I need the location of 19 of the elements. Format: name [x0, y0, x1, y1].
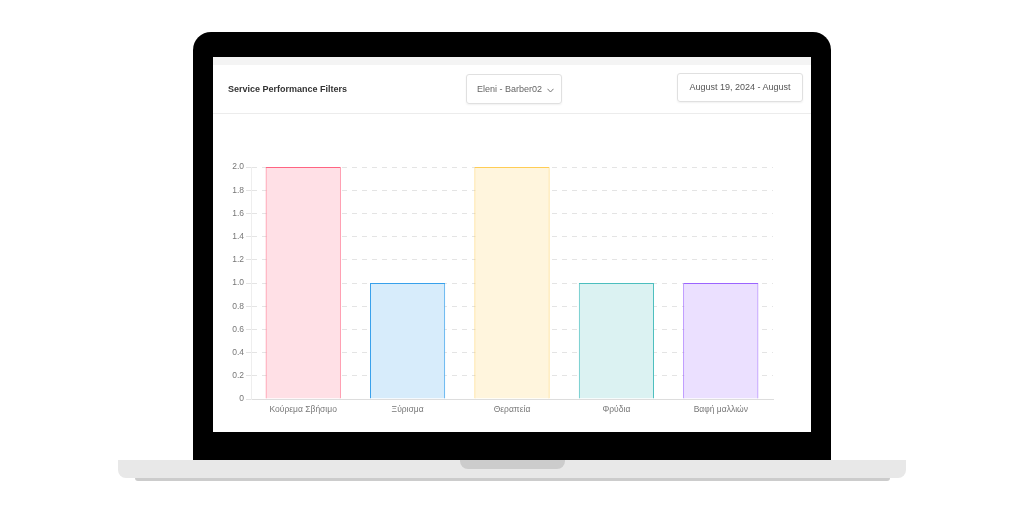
y-tick-label: 0.8 — [232, 300, 245, 311]
date-range-field[interactable]: August 19, 2024 - August — [677, 73, 803, 102]
x-tick-label: Φρύδια — [602, 404, 631, 415]
y-tick-label: 0.6 — [232, 323, 245, 334]
y-tick-label: 1.6 — [232, 207, 245, 218]
y-tick-label: 0.2 — [232, 370, 245, 381]
y-tick-label: 0 — [239, 393, 245, 404]
chart-title: Service Performance Filters — [228, 84, 348, 95]
y-tick-label: 2.0 — [232, 161, 245, 172]
x-tick-label: Κούρεμα Σβήσιμο — [269, 404, 338, 415]
x-tick-label: Θεραπεία — [493, 404, 531, 415]
x-tick-label: Ξύρισμα — [391, 404, 424, 415]
y-tick-label: 1.2 — [232, 254, 245, 265]
y-tick-label: 1.8 — [232, 184, 245, 195]
dropdown[interactable]: Eleni - Barber02 — [466, 74, 562, 104]
y-tick-label: 0.4 — [232, 346, 245, 357]
y-tick-label: 1.4 — [232, 230, 245, 241]
x-tick-label: Βαφή μαλλιών — [693, 404, 748, 415]
y-tick-label: 1.0 — [232, 277, 245, 288]
